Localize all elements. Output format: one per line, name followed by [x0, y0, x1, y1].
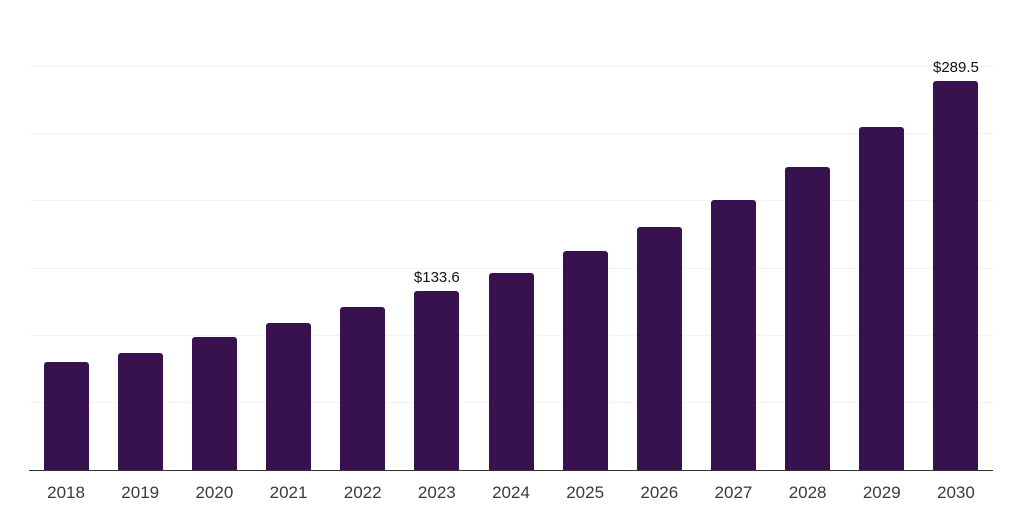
bar-2027[interactable] — [710, 199, 756, 470]
bar-2030[interactable] — [933, 81, 979, 470]
bar-2022[interactable] — [340, 307, 386, 470]
gridline-150 — [29, 267, 993, 269]
gridline-250 — [29, 133, 993, 135]
bar-2019[interactable] — [117, 353, 163, 470]
x-axis-label-2028: 2028 — [788, 483, 827, 502]
x-axis-label-2023: 2023 — [417, 483, 456, 502]
x-axis-label-2019: 2019 — [121, 483, 160, 502]
x-axis-label-2024: 2024 — [492, 483, 530, 502]
x-axis-label-2026: 2026 — [640, 483, 679, 502]
value-label-2030: $289.5 — [932, 59, 979, 77]
bar-2020[interactable] — [191, 337, 237, 470]
x-axis-label-2021: 2021 — [269, 483, 308, 502]
x-axis-label-2029: 2029 — [862, 483, 901, 502]
bar-2026[interactable] — [636, 227, 682, 470]
x-axis-label-2022: 2022 — [343, 483, 382, 502]
bar-2029[interactable] — [859, 127, 905, 470]
plot-area: $133.6 $289.5 — [29, 0, 993, 471]
x-axis-label-2020: 2020 — [195, 483, 234, 502]
x-axis: 2018 2019 2020 2021 2022 2023 2024 2025 2026 2027… — [29, 483, 993, 507]
gridline-300 — [29, 66, 993, 68]
bar-2021[interactable] — [266, 323, 312, 470]
x-axis-label-2030: 2030 — [937, 483, 975, 502]
gridline-200 — [29, 200, 993, 202]
bar-2024[interactable] — [488, 273, 534, 470]
x-axis-label-2027: 2027 — [714, 483, 753, 502]
bar-2025[interactable] — [562, 251, 608, 470]
x-axis-label-2018: 2018 — [47, 483, 85, 502]
x-axis-label-2025: 2025 — [566, 483, 605, 502]
bar-2023[interactable] — [414, 290, 460, 470]
bar-2018[interactable] — [43, 361, 89, 470]
value-label-2023: $133.6 — [413, 268, 460, 286]
bar-2028[interactable] — [785, 166, 831, 470]
